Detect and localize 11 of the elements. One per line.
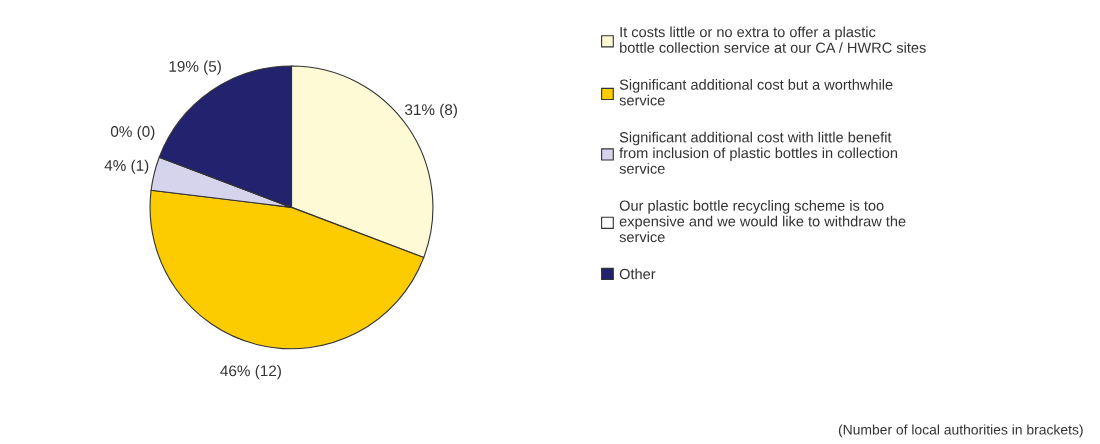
text: (Number of local authorities in brackets) (838, 424, 1083, 438)
legend-label: Other (619, 268, 656, 280)
legend-label: Our plastic bottle recycling scheme is too expensive and we would like to withdraw the service (619, 200, 906, 243)
data-label: 19% (5) (169, 60, 221, 75)
data-label: 31% (8) (405, 103, 457, 119)
legend-label: It costs little or no extra to offer a plastic bottle collection service at our CA / HWRC sites (620, 26, 926, 53)
legend-label: Significant additional cost with little benefit from inclusion of plastic bottles in collection service (619, 131, 898, 174)
legend-label: Significant additional cost but a worthwhile service (619, 79, 893, 106)
data-label: 46% (12) (220, 365, 281, 380)
data-label: 4% (1) (104, 159, 149, 174)
text: 0% (0) (110, 125, 155, 140)
